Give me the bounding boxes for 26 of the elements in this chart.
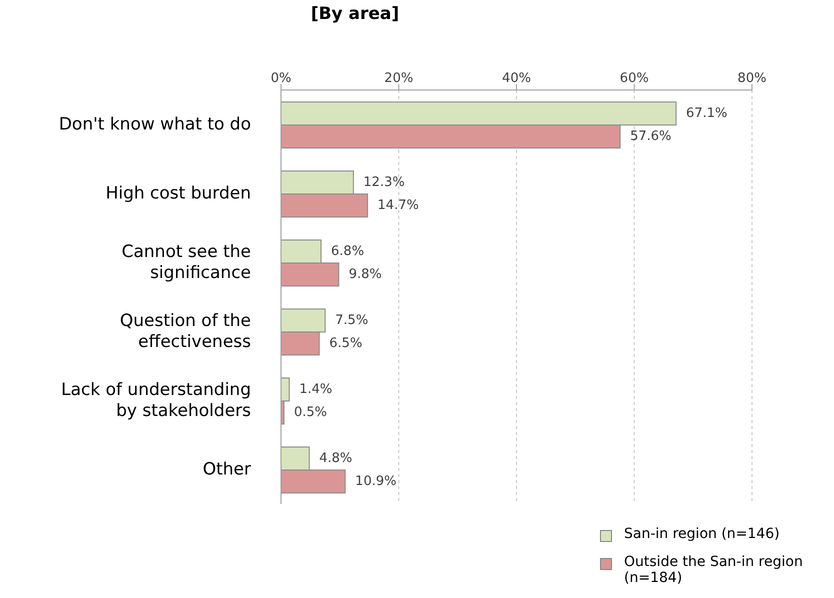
- legend-label: Outside the San-in region (n=184): [624, 554, 804, 586]
- x-tick-label: 60%: [620, 71, 649, 86]
- data-label: 6.8%: [331, 244, 364, 259]
- x-tick-label: 0%: [270, 71, 292, 86]
- data-label: 14.7%: [378, 198, 419, 213]
- data-label: 0.5%: [294, 405, 327, 420]
- x-tick-label: 40%: [502, 71, 531, 86]
- data-label: 6.5%: [329, 336, 362, 351]
- data-label: 7.5%: [335, 313, 368, 328]
- y-tick-label: High cost burden: [106, 184, 251, 204]
- data-label: 10.9%: [355, 474, 396, 489]
- x-tick-label: 80%: [738, 71, 766, 86]
- legend-label: San-in region (n=146): [624, 526, 780, 542]
- y-tick-label: Cannot see the significance: [122, 242, 251, 283]
- data-label: 4.8%: [319, 451, 352, 466]
- data-label: 1.4%: [299, 382, 332, 397]
- data-label: 9.8%: [348, 267, 382, 282]
- data-label: 12.3%: [363, 175, 405, 190]
- y-tick-label: Other: [202, 460, 251, 480]
- y-tick-label: Question of the effectiveness: [120, 311, 252, 352]
- y-tick-label: Lack of understanding by stakeholders: [61, 380, 252, 421]
- y-tick-label: Don't know what to do: [58, 114, 251, 134]
- data-label: 57.6%: [630, 129, 672, 144]
- data-label: 67.1%: [686, 106, 728, 121]
- x-tick-label: 20%: [384, 71, 414, 86]
- chart-title: [By area]: [310, 4, 400, 24]
